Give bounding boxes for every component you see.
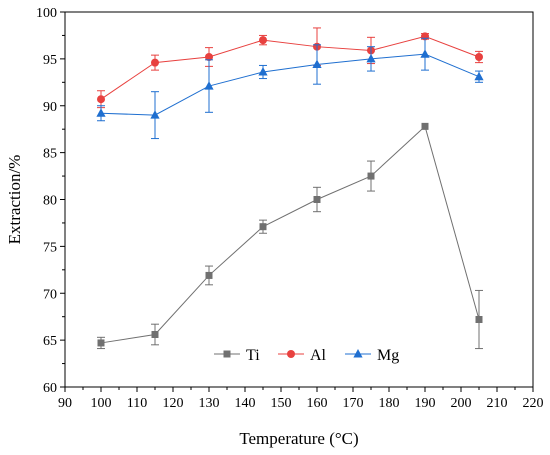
series-mg-point — [204, 81, 214, 90]
legend-label-ti: Ti — [246, 347, 260, 364]
series-ti-point — [475, 316, 483, 323]
x-tick-label: 160 — [307, 396, 328, 411]
series-ti-point — [367, 172, 375, 180]
series-mg — [96, 37, 484, 140]
series-ti-point — [97, 339, 105, 347]
legend: Ti Al Mg — [214, 347, 399, 364]
x-tick-label: 130 — [199, 396, 220, 411]
y-tick-label: 70 — [43, 287, 57, 302]
series-mg-point — [312, 59, 322, 68]
y-tick-label: 60 — [43, 381, 57, 396]
y-tick-label: 95 — [43, 53, 57, 68]
x-tick-label: 100 — [91, 396, 112, 411]
legend-item-mg: Mg — [345, 347, 399, 364]
series-ti — [97, 122, 483, 350]
series-ti-point — [151, 331, 159, 338]
x-tick-label: 210 — [487, 396, 508, 411]
legend-label-mg: Mg — [377, 347, 399, 364]
x-tick-label: 220 — [523, 396, 544, 411]
x-tick-label: 90 — [58, 396, 72, 411]
series-mg-point — [96, 108, 106, 117]
legend-marker-mg — [353, 349, 363, 358]
x-tick-label: 180 — [379, 396, 400, 411]
y-tick-label: 90 — [43, 100, 57, 115]
x-tick-label: 190 — [415, 396, 436, 411]
legend-marker-ti — [223, 350, 231, 358]
x-tick-label: 110 — [127, 396, 147, 411]
x-tick-label: 200 — [451, 396, 472, 411]
series-ti-point — [313, 196, 321, 203]
series-mg-point — [150, 110, 160, 119]
series-al-point — [475, 53, 483, 61]
x-tick-label: 170 — [343, 396, 364, 411]
y-tick-label: 75 — [43, 240, 57, 255]
plot-frame — [64, 11, 534, 388]
y-tick-label: 80 — [43, 194, 57, 209]
series-al-point — [205, 53, 213, 61]
data-marks — [96, 27, 484, 350]
series-mg-point — [474, 71, 484, 81]
series-mg-point — [366, 53, 376, 63]
series-al-line — [100, 35, 480, 100]
series-ti-line — [100, 125, 480, 344]
series-ti-point — [259, 223, 267, 231]
series-ti-point — [421, 122, 429, 130]
series-al-point — [259, 36, 267, 45]
legend-label-al: Al — [310, 347, 327, 364]
series-mg-point — [420, 49, 430, 58]
series-al-point — [97, 95, 105, 104]
x-axis-title: Temperature (°C) — [239, 429, 358, 448]
axes: 90 100 110 120 130 140 150 160 170 180 190 200 210 22… — [36, 6, 544, 411]
legend-marker-al — [287, 350, 295, 358]
series-mg-point — [258, 67, 268, 76]
y-tick-label: 100 — [36, 6, 57, 21]
x-tick-label: 120 — [163, 396, 184, 411]
legend-item-ti: Ti — [214, 347, 260, 364]
x-tick-label: 150 — [271, 396, 292, 411]
y-tick-label: 85 — [43, 147, 57, 162]
y-tick-label: 65 — [43, 334, 57, 349]
x-tick-label: 140 — [235, 396, 256, 411]
series-mg-line — [100, 53, 480, 116]
legend-item-al: Al — [278, 347, 327, 364]
y-axis-title: Extraction/% — [5, 155, 24, 245]
series-ti-point — [205, 271, 213, 279]
series-al-point — [151, 58, 159, 67]
